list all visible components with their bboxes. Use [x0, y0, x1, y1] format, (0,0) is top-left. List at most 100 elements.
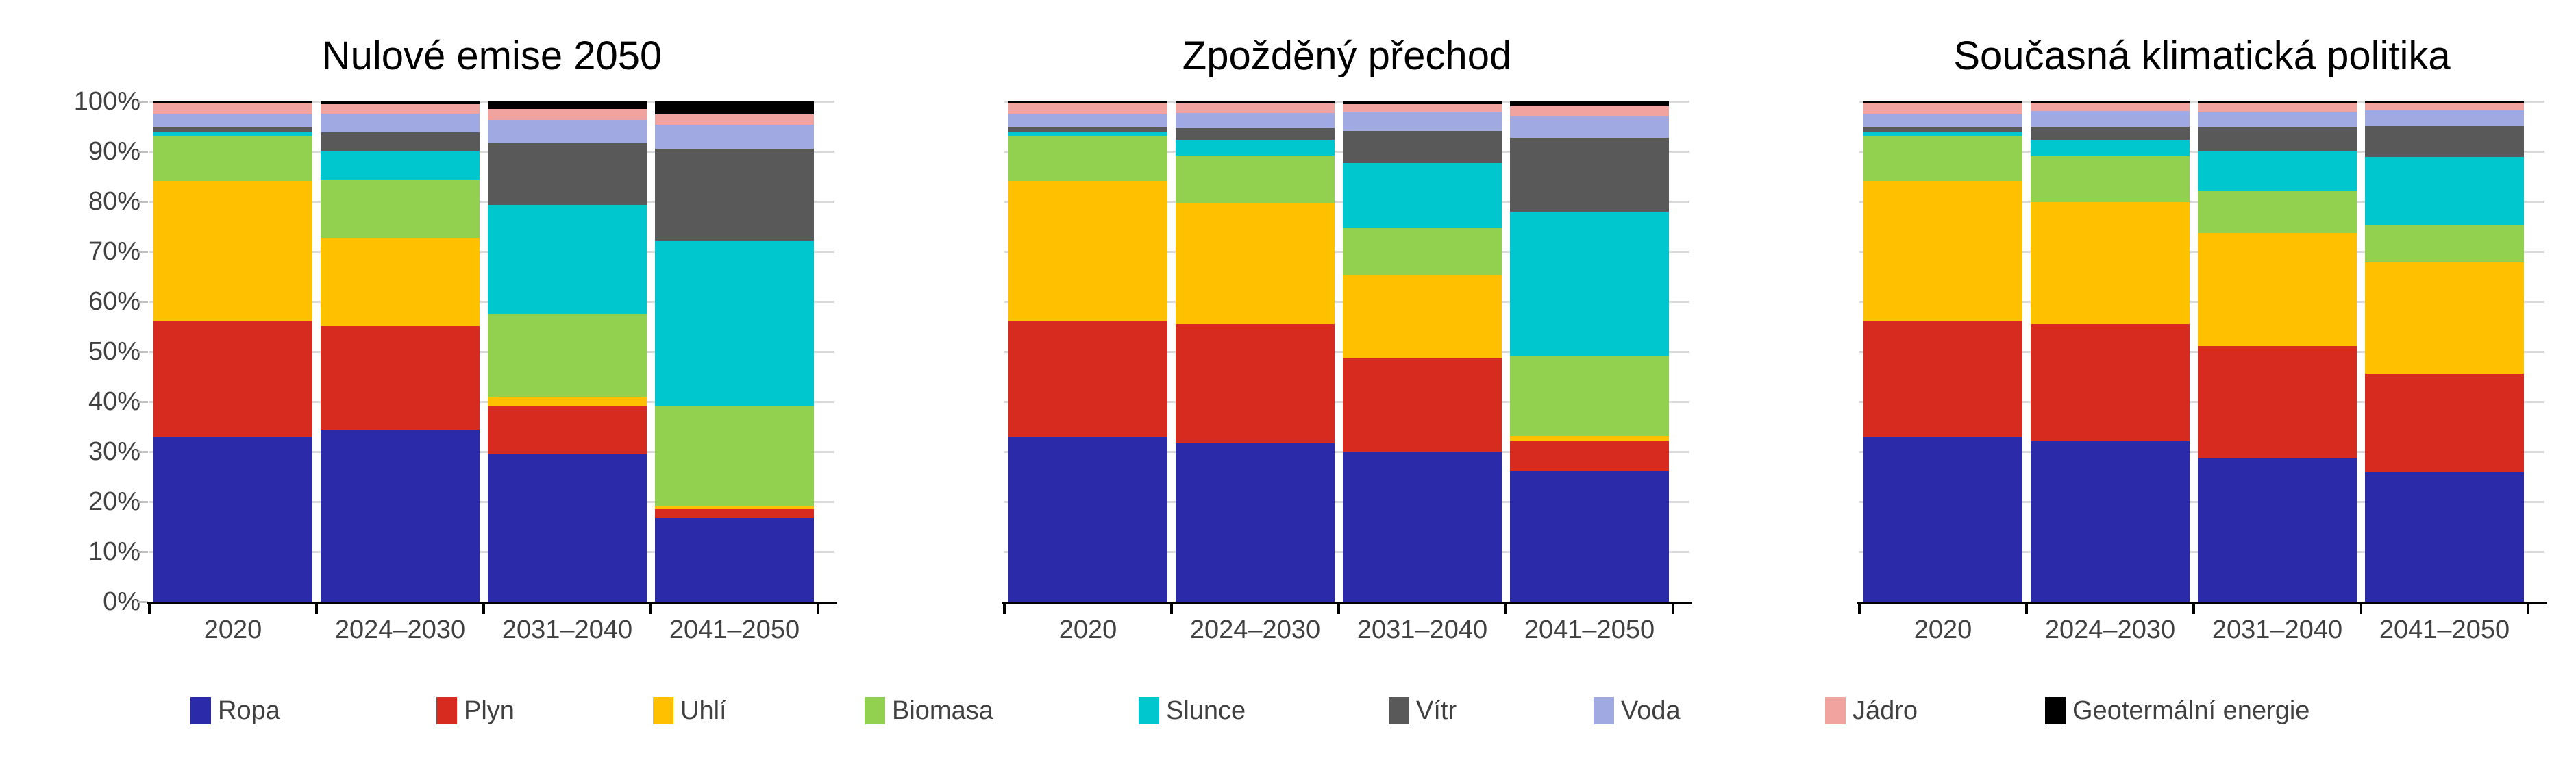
stacked-bar-2024–2030[interactable] — [2031, 101, 2190, 602]
bar-segment-Biomasa[interactable] — [1343, 227, 1502, 275]
bar-segment-Uhlí[interactable] — [1176, 203, 1335, 324]
legend-item-Vítr[interactable]: Vítr — [1389, 695, 1457, 726]
bar-segment-Ropa[interactable] — [321, 429, 480, 602]
bar-segment-Voda[interactable] — [488, 120, 647, 143]
bar-segment-Biomasa[interactable] — [488, 313, 647, 397]
bar-segment-Slunce[interactable] — [1510, 212, 1669, 357]
bar-segment-Vítr[interactable] — [1863, 126, 2022, 132]
bar-segment-Slunce[interactable] — [321, 151, 480, 180]
bar-segment-Jádro[interactable] — [1343, 103, 1502, 113]
bar-segment-Slunce[interactable] — [2198, 150, 2357, 192]
bar-segment-Voda[interactable] — [2198, 112, 2357, 127]
legend-item-Ropa[interactable]: Ropa — [190, 695, 280, 726]
bar-segment-Geotermální energie[interactable] — [153, 101, 312, 103]
stacked-bar-2031–2040[interactable] — [1343, 101, 1502, 602]
legend-item-Uhlí[interactable]: Uhlí — [653, 695, 727, 726]
bar-segment-Uhlí[interactable] — [321, 238, 480, 326]
legend-item-Slunce[interactable]: Slunce — [1139, 695, 1246, 726]
bar-segment-Jádro[interactable] — [321, 103, 480, 114]
bar-segment-Geotermální energie[interactable] — [2365, 101, 2524, 103]
bar-segment-Biomasa[interactable] — [1176, 155, 1335, 204]
bar-segment-Geotermální energie[interactable] — [1863, 101, 2022, 103]
bar-segment-Vítr[interactable] — [1343, 131, 1502, 163]
stacked-bar-2020[interactable] — [153, 101, 312, 602]
bar-segment-Voda[interactable] — [1343, 112, 1502, 132]
legend-item-Jádro[interactable]: Jádro — [1825, 695, 1918, 726]
bar-segment-Slunce[interactable] — [655, 240, 814, 406]
stacked-bar-2024–2030[interactable] — [321, 101, 480, 602]
bar-segment-Ropa[interactable] — [488, 454, 647, 602]
bar-segment-Voda[interactable] — [1008, 113, 1167, 127]
stacked-bar-2024–2030[interactable] — [1176, 101, 1335, 602]
bar-segment-Vítr[interactable] — [1510, 137, 1669, 212]
bar-segment-Jádro[interactable] — [1510, 106, 1669, 116]
bar-segment-Plyn[interactable] — [2365, 374, 2524, 472]
bar-segment-Biomasa[interactable] — [1863, 135, 2022, 182]
bar-segment-Jádro[interactable] — [153, 103, 312, 114]
bar-segment-Slunce[interactable] — [2365, 157, 2524, 225]
bar-segment-Voda[interactable] — [1863, 113, 2022, 127]
bar-segment-Slunce[interactable] — [488, 205, 647, 314]
bar-segment-Jádro[interactable] — [2031, 103, 2190, 111]
bar-segment-Biomasa[interactable] — [655, 405, 814, 506]
bar-segment-Biomasa[interactable] — [2365, 225, 2524, 263]
bar-segment-Uhlí[interactable] — [655, 505, 814, 509]
bar-segment-Voda[interactable] — [321, 113, 480, 132]
bar-segment-Plyn[interactable] — [1343, 357, 1502, 452]
bar-segment-Plyn[interactable] — [1863, 321, 2022, 437]
bar-segment-Vítr[interactable] — [488, 143, 647, 206]
bar-segment-Plyn[interactable] — [1176, 323, 1335, 443]
bar-segment-Geotermální energie[interactable] — [1510, 101, 1669, 107]
bar-segment-Vítr[interactable] — [1176, 127, 1335, 140]
bar-segment-Uhlí[interactable] — [1863, 181, 2022, 322]
stacked-bar-2020[interactable] — [1863, 101, 2022, 602]
bar-segment-Ropa[interactable] — [655, 518, 814, 602]
stacked-bar-2041–2050[interactable] — [2365, 101, 2524, 602]
bar-segment-Jádro[interactable] — [488, 109, 647, 121]
bar-segment-Plyn[interactable] — [321, 326, 480, 430]
bar-segment-Uhlí[interactable] — [2198, 233, 2357, 346]
bar-segment-Ropa[interactable] — [153, 437, 312, 602]
bar-segment-Jádro[interactable] — [1008, 103, 1167, 114]
bar-segment-Slunce[interactable] — [1343, 162, 1502, 228]
bar-segment-Vítr[interactable] — [1008, 126, 1167, 132]
bar-segment-Biomasa[interactable] — [1008, 135, 1167, 182]
bar-segment-Uhlí[interactable] — [1343, 274, 1502, 358]
bar-segment-Jádro[interactable] — [1176, 103, 1335, 113]
bar-segment-Vítr[interactable] — [321, 132, 480, 151]
bar-segment-Ropa[interactable] — [1176, 443, 1335, 602]
bar-segment-Geotermální energie[interactable] — [2031, 101, 2190, 103]
stacked-bar-2020[interactable] — [1008, 101, 1167, 602]
stacked-bar-2031–2040[interactable] — [2198, 101, 2357, 602]
bar-segment-Plyn[interactable] — [488, 406, 647, 454]
bar-segment-Ropa[interactable] — [1008, 437, 1167, 602]
bar-segment-Plyn[interactable] — [1510, 441, 1669, 471]
bar-segment-Vítr[interactable] — [2365, 125, 2524, 158]
bar-segment-Biomasa[interactable] — [153, 135, 312, 182]
bar-segment-Jádro[interactable] — [2365, 103, 2524, 111]
bar-segment-Uhlí[interactable] — [1008, 181, 1167, 322]
bar-segment-Geotermální energie[interactable] — [655, 101, 814, 115]
bar-segment-Ropa[interactable] — [2031, 441, 2190, 602]
bar-segment-Jádro[interactable] — [1863, 103, 2022, 114]
bar-segment-Slunce[interactable] — [1008, 132, 1167, 136]
bar-segment-Plyn[interactable] — [1008, 321, 1167, 437]
bar-segment-Geotermální energie[interactable] — [1176, 101, 1335, 103]
bar-segment-Ropa[interactable] — [1510, 470, 1669, 602]
bar-segment-Plyn[interactable] — [153, 321, 312, 437]
bar-segment-Biomasa[interactable] — [1510, 356, 1669, 436]
bar-segment-Ropa[interactable] — [2365, 472, 2524, 602]
bar-segment-Slunce[interactable] — [1176, 140, 1335, 156]
bar-segment-Slunce[interactable] — [1863, 132, 2022, 136]
bar-segment-Slunce[interactable] — [153, 132, 312, 136]
legend-item-Voda[interactable]: Voda — [1594, 695, 1681, 726]
bar-segment-Vítr[interactable] — [655, 148, 814, 241]
bar-segment-Geotermální energie[interactable] — [2198, 101, 2357, 103]
stacked-bar-2041–2050[interactable] — [1510, 101, 1669, 602]
stacked-bar-2041–2050[interactable] — [655, 101, 814, 602]
bar-segment-Ropa[interactable] — [1343, 452, 1502, 602]
bar-segment-Uhlí[interactable] — [1510, 435, 1669, 441]
bar-segment-Plyn[interactable] — [2031, 323, 2190, 442]
bar-segment-Voda[interactable] — [1176, 112, 1335, 128]
bar-segment-Voda[interactable] — [1510, 115, 1669, 138]
